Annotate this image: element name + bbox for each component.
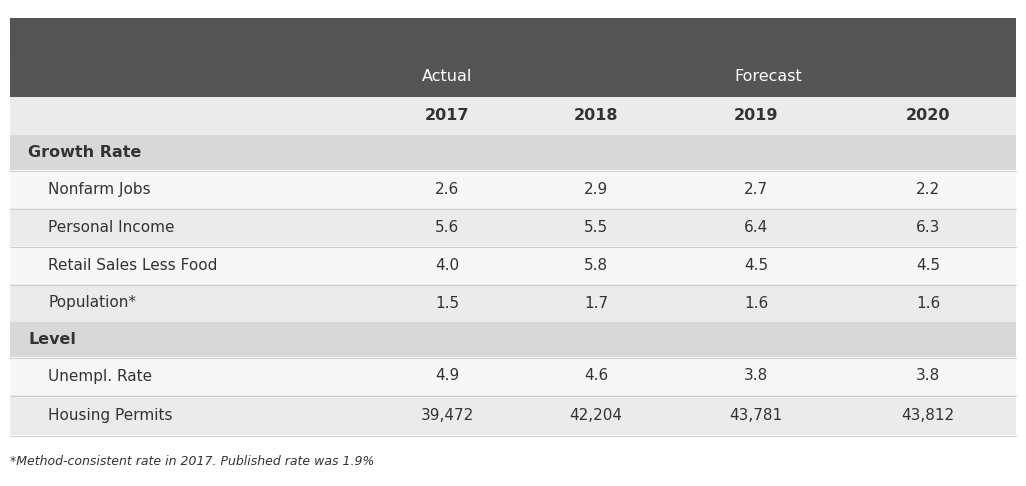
- Bar: [10, 246, 1016, 284]
- Text: 1.7: 1.7: [584, 295, 608, 311]
- Text: 1.5: 1.5: [435, 295, 460, 311]
- Bar: [10, 322, 1016, 357]
- Text: 6.3: 6.3: [916, 220, 940, 235]
- Text: Nonfarm Jobs: Nonfarm Jobs: [48, 181, 151, 196]
- Text: 5.8: 5.8: [584, 258, 608, 273]
- Bar: [10, 18, 1016, 55]
- Text: Housing Permits: Housing Permits: [48, 407, 172, 422]
- Text: 43,781: 43,781: [729, 407, 783, 422]
- Text: 5.5: 5.5: [584, 220, 608, 235]
- Text: 2.9: 2.9: [584, 181, 608, 196]
- Text: 2018: 2018: [574, 108, 619, 123]
- Text: 4.5: 4.5: [744, 258, 768, 273]
- Text: 4.0: 4.0: [435, 258, 460, 273]
- Bar: [10, 284, 1016, 322]
- Text: 43,812: 43,812: [902, 407, 954, 422]
- Text: Actual: Actual: [423, 69, 473, 84]
- Text: 42,204: 42,204: [569, 407, 623, 422]
- Text: 1.6: 1.6: [744, 295, 768, 311]
- Text: 2.2: 2.2: [916, 181, 940, 196]
- Bar: [10, 97, 1016, 135]
- Text: 4.5: 4.5: [916, 258, 940, 273]
- Text: 2020: 2020: [906, 108, 950, 123]
- Text: 3.8: 3.8: [916, 368, 940, 383]
- Text: Unempl. Rate: Unempl. Rate: [48, 368, 152, 383]
- Bar: [10, 135, 1016, 170]
- Text: 2.7: 2.7: [744, 181, 768, 196]
- Bar: [10, 208, 1016, 246]
- Text: Retail Sales Less Food: Retail Sales Less Food: [48, 258, 218, 273]
- Text: 2.6: 2.6: [435, 181, 460, 196]
- Text: Level: Level: [28, 332, 76, 347]
- Text: 1.6: 1.6: [916, 295, 940, 311]
- Text: 2019: 2019: [734, 108, 779, 123]
- Text: Growth Rate: Growth Rate: [28, 145, 142, 160]
- Text: 4.6: 4.6: [584, 368, 608, 383]
- Text: 3.8: 3.8: [744, 368, 768, 383]
- Text: Personal Income: Personal Income: [48, 220, 174, 235]
- Text: 4.9: 4.9: [435, 368, 460, 383]
- Text: *Method-consistent rate in 2017. Published rate was 1.9%: *Method-consistent rate in 2017. Publish…: [10, 455, 374, 468]
- Text: 2017: 2017: [425, 108, 470, 123]
- Text: 39,472: 39,472: [421, 407, 474, 422]
- Text: Forecast: Forecast: [735, 69, 802, 84]
- Bar: [10, 55, 1016, 97]
- Text: Population*: Population*: [48, 295, 136, 311]
- Bar: [10, 395, 1016, 435]
- Bar: [10, 357, 1016, 395]
- Bar: [10, 170, 1016, 208]
- Text: 6.4: 6.4: [744, 220, 768, 235]
- Text: 5.6: 5.6: [435, 220, 460, 235]
